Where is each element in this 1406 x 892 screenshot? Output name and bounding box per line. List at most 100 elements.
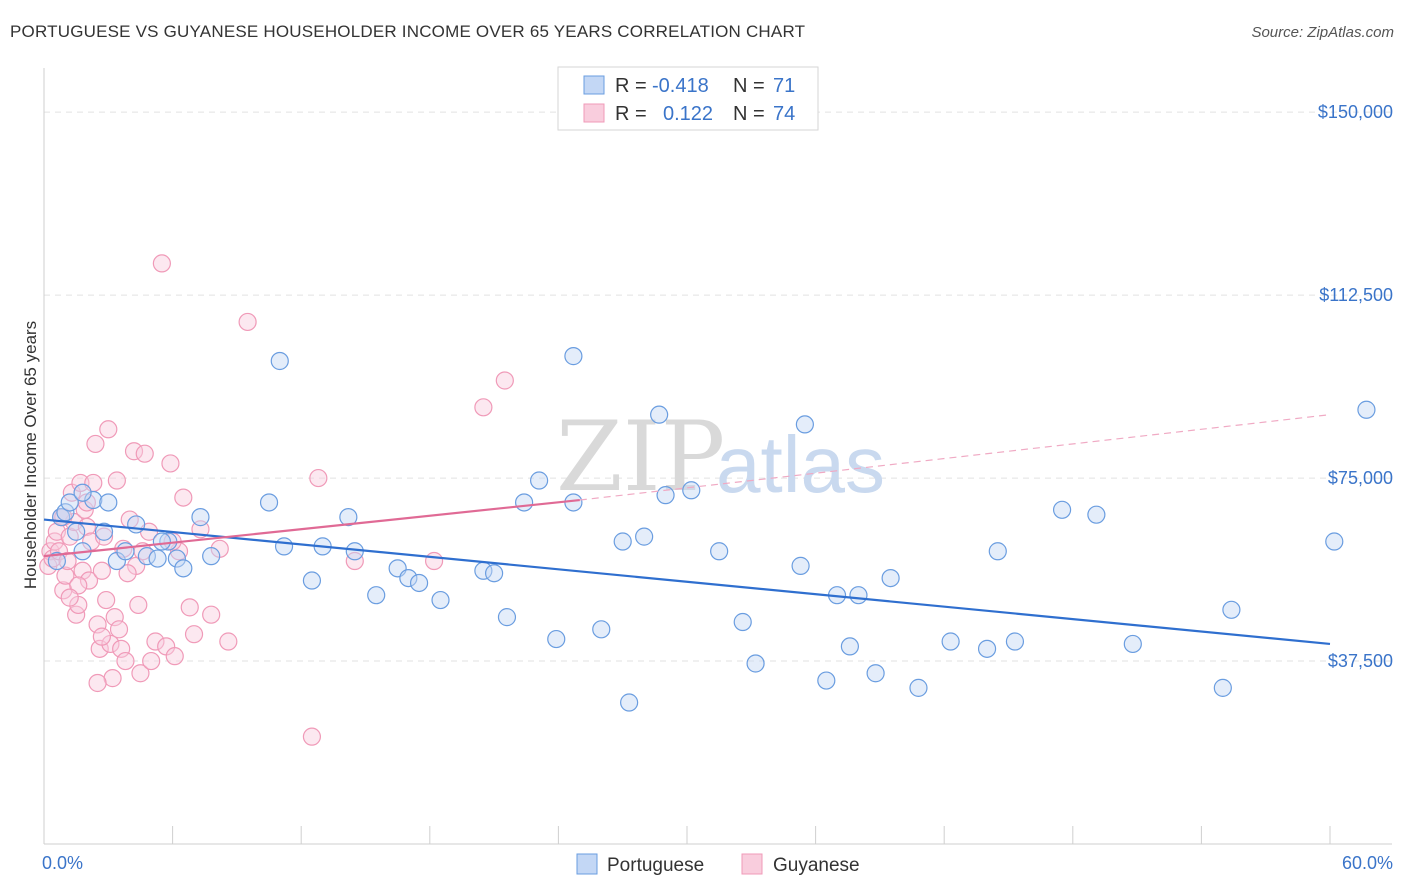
scatter-point xyxy=(270,351,289,371)
legend-r-label-2: R = xyxy=(615,103,647,125)
scatter-point xyxy=(881,568,900,588)
scatter-point xyxy=(129,595,148,615)
scatter-point xyxy=(146,632,165,651)
scatter-point xyxy=(866,664,885,683)
scatter-point xyxy=(92,627,111,646)
scatter-point xyxy=(431,590,450,610)
trend-line-guyanese-extension xyxy=(579,414,1331,501)
scatter-point xyxy=(530,471,549,490)
scatter-point xyxy=(941,632,960,651)
scatter-point xyxy=(977,639,997,658)
scatter-point xyxy=(73,561,92,580)
x-tick-label: 60.0% xyxy=(1342,853,1393,873)
legend-swatch-guyanese xyxy=(583,103,605,123)
scatter-point xyxy=(592,620,611,639)
legend-n-label-2: N = xyxy=(733,103,765,125)
scatter-point xyxy=(399,568,418,588)
scatter-point xyxy=(620,693,639,712)
scatter-point xyxy=(180,598,199,617)
scatter-point xyxy=(817,671,836,690)
scatter-point xyxy=(131,664,150,683)
legend-n-value-1: 71 xyxy=(773,75,795,97)
scatter-point xyxy=(152,254,171,273)
scatter-point xyxy=(94,527,114,546)
source-label: Source: ZipAtlas.com xyxy=(1251,24,1394,41)
watermark: ZIP atlas xyxy=(556,401,885,513)
scatter-point xyxy=(99,420,118,439)
scatter-point xyxy=(184,625,204,644)
scatter-point xyxy=(124,442,144,461)
scatter-point xyxy=(58,551,77,571)
scatter-point xyxy=(733,612,752,632)
scatter-point xyxy=(1087,505,1106,524)
scatter-point xyxy=(259,493,279,512)
scatter-point xyxy=(219,632,238,651)
scatter-point xyxy=(650,405,669,424)
scatter-point xyxy=(107,471,126,490)
scatter-point xyxy=(84,490,103,510)
scatter-point xyxy=(99,493,118,512)
scatter-point xyxy=(795,415,814,434)
scatter-point xyxy=(409,573,429,593)
bottom-legend-portuguese: Portuguese xyxy=(607,855,704,876)
scatter-point xyxy=(274,537,294,556)
scatter-point xyxy=(116,542,135,561)
scatter-point xyxy=(165,647,184,666)
legend-r-value-2: 0.122 xyxy=(663,103,713,125)
scatter-point xyxy=(191,508,210,527)
legend-n-label-1: N = xyxy=(733,75,765,97)
legend-r-value-1: -0.418 xyxy=(652,75,709,97)
scatter-point xyxy=(909,678,928,697)
bottom-legend-swatch-guyanese xyxy=(741,853,763,875)
scatter-point xyxy=(60,493,79,512)
scatter-point xyxy=(238,312,257,332)
scatter-point xyxy=(1005,632,1025,651)
scatter-point xyxy=(345,551,364,571)
scatter-point xyxy=(92,561,111,580)
scatter-point xyxy=(635,527,654,546)
scatter-point xyxy=(656,486,675,505)
watermark-zip: ZIP xyxy=(556,401,725,513)
scatter-point xyxy=(1222,600,1241,619)
scatter-point xyxy=(988,542,1007,561)
scatter-point xyxy=(56,566,75,585)
scatter-point xyxy=(127,515,146,534)
watermark-atlas: atlas xyxy=(716,420,885,509)
scatter-point xyxy=(73,483,92,502)
y-tick-label: $150,000 xyxy=(1318,102,1393,122)
trend-lines xyxy=(43,414,1331,646)
tick-labels: $37,500 $75,000 $112,500 $150,000 0.0% 60.0% xyxy=(42,102,1393,873)
scatter-point xyxy=(1325,532,1344,551)
scatter-point xyxy=(88,673,107,693)
y-tick-label: $112,500 xyxy=(1319,285,1393,305)
scatter-point xyxy=(682,481,701,500)
scatter-point xyxy=(564,493,583,512)
scatter-point xyxy=(840,637,859,656)
scatter-point xyxy=(135,444,154,463)
scatter-point xyxy=(474,398,493,417)
legend: R = -0.418 N = 71 R = 0.122 N = 74 xyxy=(557,66,819,131)
trend-line-guyanese xyxy=(43,498,580,558)
chart-title: PORTUGUESE VS GUYANESE HOUSEHOLDER INCOM… xyxy=(10,22,806,41)
axes xyxy=(43,68,1392,845)
scatter-point xyxy=(497,608,517,627)
scatter-point xyxy=(116,651,135,671)
scatter-point xyxy=(1123,634,1142,654)
y-tick-label: $37,500 xyxy=(1328,651,1393,671)
scatter-point xyxy=(339,508,358,527)
scatter-point xyxy=(86,434,105,454)
grid-lines xyxy=(44,111,1392,662)
scatter-point xyxy=(103,669,122,688)
bottom-legend-guyanese: Guyanese xyxy=(773,855,860,876)
y-axis-label: Householder Income Over 65 years xyxy=(21,321,40,589)
scatter-point xyxy=(1357,400,1376,419)
scatter-point xyxy=(142,651,161,671)
scatter-point xyxy=(174,488,193,507)
scatter-point xyxy=(302,571,322,590)
scatter-point xyxy=(79,571,99,590)
legend-swatch-portuguese xyxy=(583,75,605,95)
x-tick-label: 0.0% xyxy=(42,853,83,873)
scatter-point xyxy=(1052,500,1072,519)
scatter-point xyxy=(1213,678,1232,697)
